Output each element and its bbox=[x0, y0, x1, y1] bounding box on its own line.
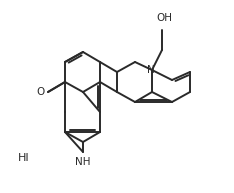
Text: methoxy: methoxy bbox=[26, 91, 32, 93]
Text: O: O bbox=[37, 87, 45, 97]
Text: N: N bbox=[147, 65, 155, 75]
Text: HI: HI bbox=[18, 153, 30, 163]
Text: OH: OH bbox=[156, 13, 172, 23]
Text: NH: NH bbox=[75, 157, 91, 167]
